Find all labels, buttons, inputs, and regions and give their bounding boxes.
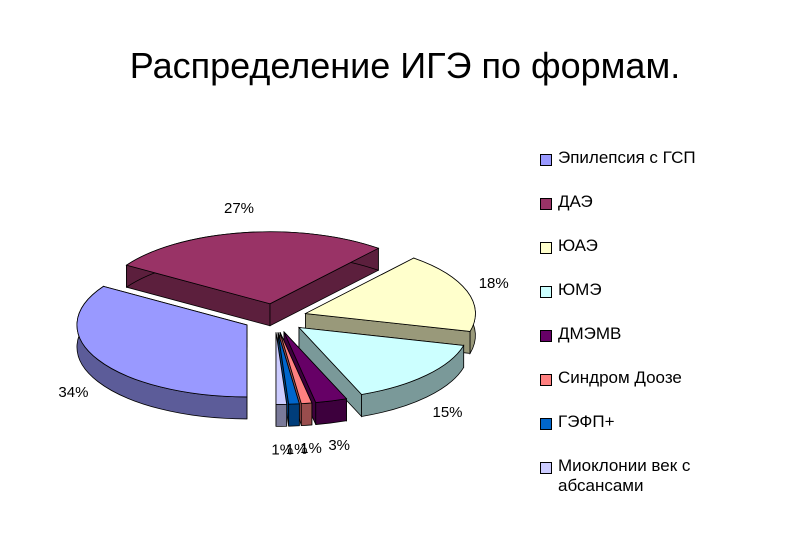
legend-swatch [540,198,552,210]
data-label: 27% [224,200,254,217]
legend-label: ЮАЭ [558,236,598,255]
legend-label: Эпилепсия с ГСП [558,148,696,167]
chart-title: Распределение ИГЭ по формам. [129,45,681,86]
data-label: 1% [271,441,293,458]
data-label: 15% [433,404,463,421]
slice-wall [275,403,288,427]
data-label: 3% [328,437,350,454]
legend-label: ДАЭ [558,192,593,211]
slice-wall [288,403,300,427]
legend-item: ДМЭМВ [540,324,740,368]
legend-item: ЮМЭ [540,280,740,324]
data-label: 1% [286,441,308,458]
slice [125,231,380,305]
legend: Эпилепсия с ГСП ДАЭ ЮАЭ ЮМЭ ДМЭМВ Синдром Доо… [540,148,740,500]
legend-item: ЮАЭ [540,236,740,280]
slice [277,332,300,405]
slice [76,285,248,398]
legend-swatch [540,418,552,430]
slice [297,327,465,395]
slice [275,332,288,405]
slice-wall [315,398,347,425]
legend-swatch [540,330,552,342]
legend-item: Синдром Доозе [540,368,740,412]
slice [283,331,348,403]
data-label: 34% [58,384,88,401]
legend-swatch [540,374,552,386]
legend-label: ДМЭМВ [558,324,622,343]
slice-wall [300,402,313,427]
legend-label: ГЭФП+ [558,412,615,431]
data-label: 18% [479,275,509,292]
legend-label: ЮМЭ [558,280,602,299]
legend-swatch [540,154,552,166]
legend-label: Синдром Доозе [558,368,682,387]
legend-swatch [540,286,552,298]
legend-item: ГЭФП+ [540,412,740,456]
slice [279,332,313,405]
legend-item: Эпилепсия с ГСП [540,148,740,192]
legend-item: Миоклонии век с абсансами [540,456,740,500]
data-label: 1% [300,440,322,457]
legend-swatch [540,242,552,254]
slice [304,257,476,332]
legend-label: Миоклонии век с абсансами [558,456,691,495]
legend-item: ДАЭ [540,192,740,236]
legend-swatch [540,462,552,474]
